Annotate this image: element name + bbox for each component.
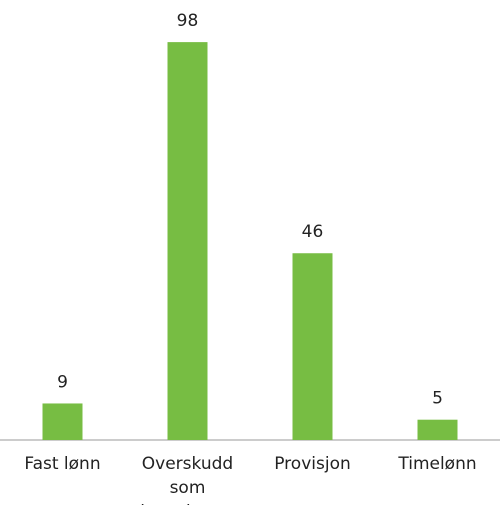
bar — [42, 403, 83, 440]
x-tick-label: Provisjon — [274, 454, 351, 474]
x-tick-label: Timelønn — [398, 454, 477, 474]
bar — [292, 253, 333, 440]
value-label: 98 — [177, 11, 199, 31]
bar — [417, 419, 458, 440]
x-tick-label: Overskudd som løyvehaver — [140, 454, 234, 505]
x-tick-label: Fast lønn — [24, 454, 101, 474]
value-label: 46 — [302, 222, 324, 242]
bar — [167, 42, 208, 441]
value-label: 9 — [57, 372, 68, 392]
value-label: 5 — [432, 389, 443, 409]
